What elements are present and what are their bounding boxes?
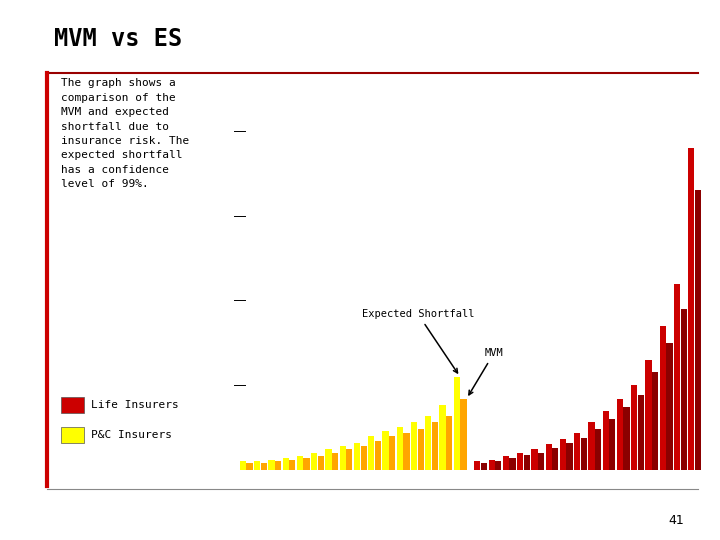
Bar xyxy=(567,443,572,470)
Bar xyxy=(509,458,516,470)
Bar xyxy=(609,419,616,470)
Bar xyxy=(397,428,403,470)
Bar xyxy=(346,449,353,470)
Bar xyxy=(354,443,360,470)
Bar xyxy=(303,458,310,470)
Bar xyxy=(389,436,395,470)
Bar xyxy=(403,433,410,470)
Bar xyxy=(332,453,338,470)
Bar xyxy=(368,436,374,470)
Text: MVM vs ES: MVM vs ES xyxy=(54,28,182,51)
Bar xyxy=(382,431,389,470)
Text: 41: 41 xyxy=(668,514,684,526)
Bar xyxy=(552,448,559,470)
Bar xyxy=(411,422,417,470)
Bar xyxy=(560,440,566,470)
Bar xyxy=(638,395,644,470)
Bar xyxy=(652,372,658,470)
Bar xyxy=(361,446,366,470)
Bar xyxy=(688,148,695,470)
Bar xyxy=(546,444,552,470)
Bar xyxy=(254,461,261,470)
Bar xyxy=(631,385,637,470)
Bar xyxy=(269,460,274,470)
Bar xyxy=(680,309,687,470)
Text: MVM: MVM xyxy=(469,348,503,395)
Bar xyxy=(318,456,324,470)
Text: P&C Insurers: P&C Insurers xyxy=(91,430,173,440)
Bar xyxy=(454,377,460,470)
Bar xyxy=(595,429,601,470)
Bar xyxy=(460,399,467,470)
Bar xyxy=(495,461,501,470)
Bar xyxy=(660,326,666,470)
Bar xyxy=(503,456,509,470)
Bar xyxy=(538,453,544,470)
Bar xyxy=(574,433,580,470)
Text: The graph shows a
comparison of the
MVM and expected
shortfall due to
insurance : The graph shows a comparison of the MVM … xyxy=(61,78,189,189)
Text: Expected Shortfall: Expected Shortfall xyxy=(362,309,474,373)
Bar xyxy=(275,461,282,470)
Bar xyxy=(261,463,267,470)
Bar xyxy=(603,410,609,470)
Bar xyxy=(325,449,332,470)
Text: Life Insurers: Life Insurers xyxy=(91,400,179,410)
Bar xyxy=(246,463,253,470)
Bar xyxy=(418,429,424,470)
Bar xyxy=(439,406,446,470)
Bar xyxy=(446,416,452,470)
Bar xyxy=(474,461,480,470)
Bar xyxy=(426,416,431,470)
Bar xyxy=(481,463,487,470)
Bar xyxy=(432,422,438,470)
Bar xyxy=(297,456,303,470)
Bar xyxy=(617,399,623,470)
Bar xyxy=(523,455,530,470)
Bar xyxy=(517,453,523,470)
Bar xyxy=(340,446,346,470)
Bar xyxy=(282,458,289,470)
Bar xyxy=(531,449,538,470)
Bar xyxy=(311,453,318,470)
Bar xyxy=(240,461,246,470)
Bar xyxy=(289,460,295,470)
Bar xyxy=(489,460,495,470)
Bar xyxy=(375,441,381,470)
Bar xyxy=(624,407,630,470)
Bar xyxy=(588,422,595,470)
Bar xyxy=(645,360,652,470)
Bar xyxy=(674,284,680,470)
Bar xyxy=(581,437,587,470)
Bar xyxy=(695,191,701,470)
Bar xyxy=(666,343,672,470)
